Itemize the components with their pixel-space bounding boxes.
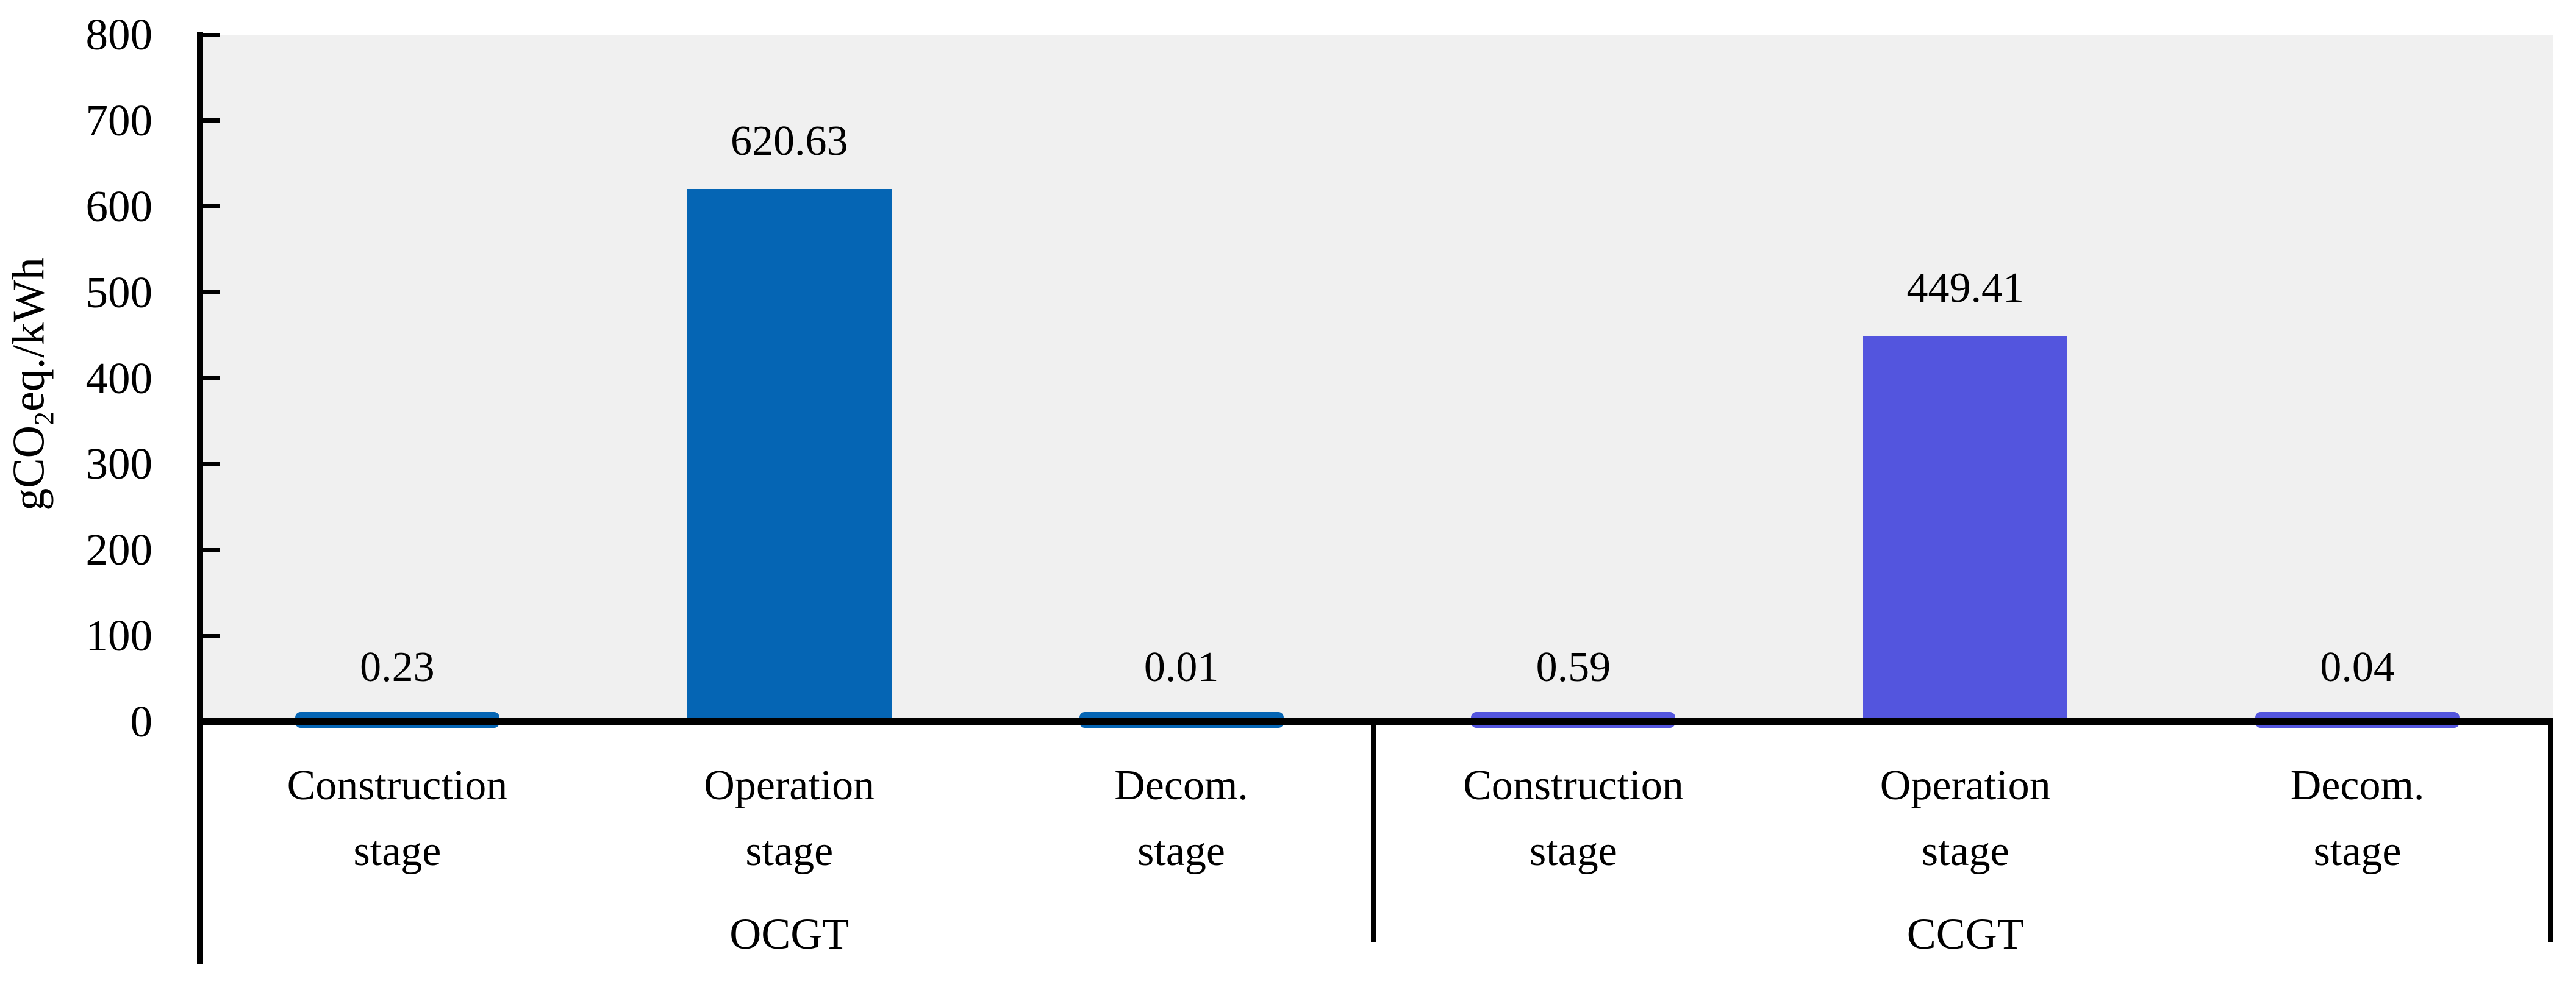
category-label-ocgt-construction: Construction stage [201, 753, 593, 885]
y-axis-title-suffix: eq./kWh [4, 257, 54, 412]
y-tick-label: 500 [85, 267, 153, 317]
y-tick [201, 32, 220, 37]
y-axis-title: gCO2eq./kWh [4, 257, 60, 511]
y-tick-label: 800 [85, 10, 153, 59]
value-label-ccgt-operation: 449.41 [1906, 264, 2024, 312]
y-tick [201, 118, 220, 123]
category-label-ccgt-construction: Construction stage [1378, 753, 1770, 885]
right-boundary-line [2548, 718, 2553, 942]
value-label-ocgt-decom: 0.01 [1143, 644, 1219, 691]
y-axis-title-prefix: gCO [4, 425, 54, 511]
y-tick-label: 300 [85, 439, 153, 489]
category-label-line: Operation [704, 762, 875, 809]
category-label-ocgt-decom: Decom. stage [986, 753, 1378, 885]
y-tick-label: 600 [85, 181, 153, 231]
y-tick-label: 200 [85, 525, 153, 575]
y-tick-label: 400 [85, 353, 153, 403]
value-label-ccgt-construction: 0.59 [1536, 644, 1611, 691]
value-label-ocgt-operation: 620.63 [730, 117, 848, 165]
plot-area [201, 35, 2553, 722]
y-axis-line [197, 32, 203, 964]
y-tick [201, 290, 220, 295]
category-label-line: Construction [287, 762, 508, 809]
group-divider-line [1371, 718, 1376, 942]
y-tick [201, 633, 220, 638]
y-tick-label: 100 [85, 611, 153, 661]
category-label-line: stage [353, 828, 442, 875]
category-label-line: Decom. [2290, 762, 2425, 809]
category-label-line: stage [1530, 828, 1617, 875]
y-tick-label: 700 [85, 95, 153, 145]
category-label-line: stage [2313, 828, 2402, 875]
y-axis-title-subscript: 2 [28, 412, 60, 426]
bar-ocgt-operation [687, 188, 892, 722]
y-tick [201, 204, 220, 209]
y-tick-label: 0 [130, 697, 153, 746]
bar-ccgt-operation [1863, 335, 2068, 722]
category-label-ocgt-operation: Operation stage [593, 753, 986, 885]
y-tick [201, 461, 220, 466]
category-label-line: stage [745, 828, 834, 875]
group-label-ocgt: OCGT [729, 910, 850, 958]
category-label-line: stage [1921, 828, 2009, 875]
category-label-line: Decom. [1114, 762, 1248, 809]
category-label-ccgt-operation: Operation stage [1769, 753, 2161, 885]
value-label-ccgt-decom: 0.04 [2320, 644, 2395, 691]
category-label-line: Construction [1463, 762, 1684, 809]
group-label-ccgt: CCGT [1906, 910, 2024, 958]
y-tick [201, 547, 220, 552]
value-label-ocgt-construction: 0.23 [360, 644, 435, 691]
y-tick [201, 376, 220, 380]
category-label-line: stage [1137, 828, 1225, 875]
category-label-ccgt-decom: Decom. stage [2161, 753, 2553, 885]
category-label-line: Operation [1880, 762, 2051, 809]
